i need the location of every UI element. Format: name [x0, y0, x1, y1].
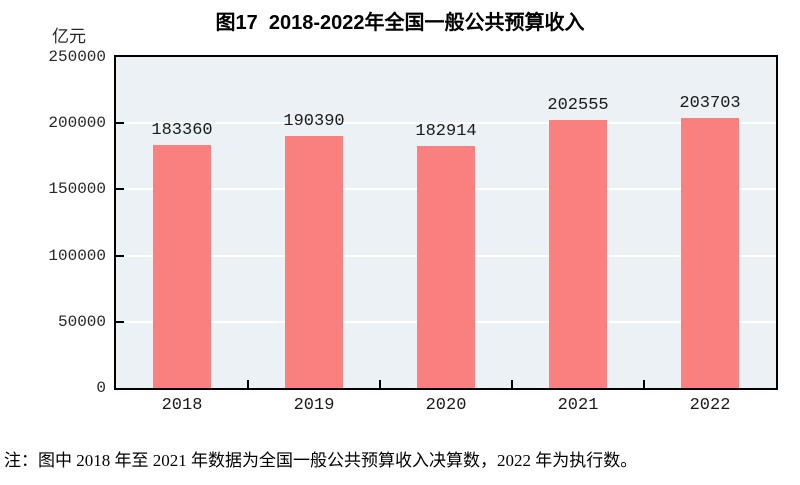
y-axis-tick: [116, 254, 124, 257]
x-axis-tick: [247, 380, 249, 388]
x-axis-tick: [379, 380, 381, 388]
x-axis-tick: [643, 380, 645, 388]
y-axis-tick: [116, 320, 124, 323]
bar-slot-2020: 182914: [380, 57, 512, 388]
x-axis-tick: [511, 380, 513, 388]
y-axis-tick: [116, 122, 124, 125]
y-axis-tick-label: 0: [96, 379, 106, 397]
bar-slot-2018: 183360: [116, 57, 248, 388]
x-axis-tick-label: 2021: [557, 396, 599, 415]
y-axis-tick-label: 50000: [57, 312, 106, 331]
x-axis-tick-label: 2019: [293, 396, 335, 415]
bar-value-label: 202555: [547, 95, 609, 115]
bar-value-label: 182914: [415, 121, 477, 141]
gridline: [116, 122, 776, 125]
bar-2022: [681, 118, 739, 388]
bar-value-label: 190390: [283, 111, 345, 131]
chart-title: 图17 2018-2022年全国一般公共预算收入: [215, 12, 585, 34]
bar-slot-2019: 190390: [248, 57, 380, 388]
bar-slot-2022: 203703: [644, 57, 776, 388]
y-axis-tick-label: 150000: [48, 180, 106, 199]
bar-2021: [549, 119, 607, 388]
plot-area: 183360 190390 182914 202555 203703: [114, 55, 778, 390]
x-axis-tick-label: 2022: [689, 396, 731, 415]
y-axis-unit-label: 亿元: [52, 27, 86, 46]
x-axis-tick-label: 2018: [161, 396, 203, 415]
y-axis-tick: [116, 188, 124, 191]
x-axis: 2018 2019 2020 2021 2022: [116, 396, 776, 418]
bar-slot-2021: 202555: [512, 57, 644, 388]
bar-value-label: 183360: [151, 121, 213, 141]
y-axis-tick-label: 100000: [48, 246, 106, 265]
bar-2018: [153, 145, 211, 388]
y-axis-tick-label: 250000: [48, 48, 106, 66]
bar-value-label: 203703: [679, 94, 741, 114]
chart-footnote: 注：图中 2018 年至 2021 年数据为全国一般公共预算收入决算数，2022…: [4, 451, 638, 470]
y-axis-tick-label: 200000: [48, 114, 106, 133]
x-axis-tick-label: 2020: [425, 396, 467, 415]
bar-2020: [417, 145, 475, 388]
plot-inner: 183360 190390 182914 202555 203703: [116, 57, 776, 388]
bar-2019: [285, 135, 343, 388]
